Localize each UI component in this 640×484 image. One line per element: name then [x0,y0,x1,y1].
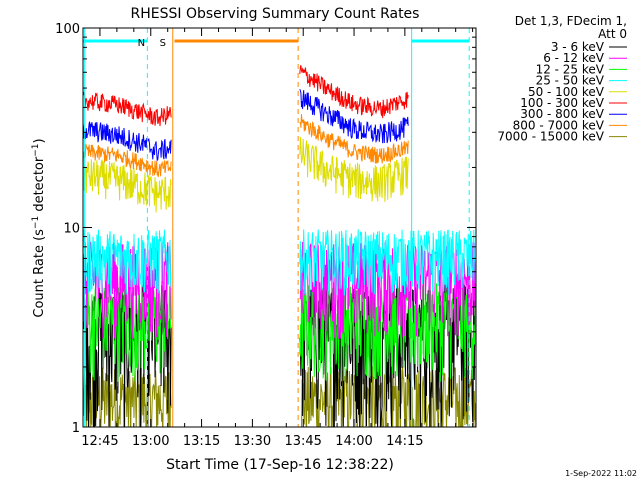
plot-layer [83,65,476,427]
series-50-100-kev-segment-1 [299,136,409,202]
x-axis-label: Start Time (17-Sep-16 12:38:22) [166,457,394,473]
legend-label-3-6-kev: 3 - 6 keV [551,40,605,54]
y-label-sup1: −1 [31,216,41,229]
legend-label-100-300-kev: 100 - 300 keV [520,96,604,110]
series-100-300-kev-segment-0 [83,91,172,127]
series-800-7000-kev-segment-1 [299,114,409,164]
x-tick-label-1400: 14:00 [335,434,372,449]
x-tick-label-1345: 13:45 [284,434,321,449]
legend-header-line-2: Att 0 [598,27,627,41]
y-label-mid: detector [32,156,47,216]
legend-label-7000-15000-kev: 7000 - 15000 keV [497,130,604,144]
series-300-800-kev-segment-1 [299,89,409,144]
x-tick-label-1315: 13:15 [183,434,220,449]
legend-label-12-25-kev: 12 - 25 keV [536,62,605,76]
series-300-800-kev-segment-0 [83,121,172,162]
y-tick-label-1: 1 [72,421,80,436]
series-7000-15000-kev-segment-0 [83,365,172,427]
y-label-end: ) [32,138,47,143]
x-tick-label-1330: 13:30 [234,434,271,449]
footer-timestamp: 1-Sep-2022 11:02 [565,469,637,478]
series-25-50-kev-segment-0 [83,229,172,296]
axes-layer: 1 10 100 12:45 13:00 13:15 13:30 13:45 14:00 14:1… [55,22,477,449]
series-50-100-kev-segment-0 [83,157,172,213]
y-axis-label: Count Rate (s−1 detector−1) [31,138,47,317]
legend-header-line-1: Det 1,3, FDecim 1, [515,14,627,28]
annotation-label-s: S [160,38,166,49]
y-label-sup2: −1 [31,143,41,156]
x-tick-label-1300: 13:00 [132,434,169,449]
legend-label-800-7000-kev: 800 - 7000 keV [513,118,605,132]
x-tick-label-1245: 12:45 [81,434,118,449]
plot-area [83,65,476,427]
series-800-7000-kev-segment-0 [83,143,172,177]
series-25-50-kev-segment-1 [299,229,476,296]
plot-frame [82,27,477,428]
legend-label-50-100-kev: 50 - 100 keV [528,85,605,99]
annotation-label-n: N [138,38,145,49]
legend-label-25-50-kev: 25 - 50 keV [536,74,605,88]
legend-label-300-800-kev: 300 - 800 keV [520,107,604,121]
y-tick-label-10: 10 [63,222,80,237]
y-label-base: Count Rate (s [32,229,47,318]
chart-title: RHESSI Observing Summary Count Rates [131,6,420,22]
series-12-25-kev-segment-1 [299,283,476,382]
series-100-300-kev-segment-1 [299,65,409,119]
y-tick-label-100: 100 [55,22,80,37]
x-tick-label-1415: 14:15 [386,434,423,449]
legend-label-6-12-kev: 6 - 12 keV [543,51,605,65]
